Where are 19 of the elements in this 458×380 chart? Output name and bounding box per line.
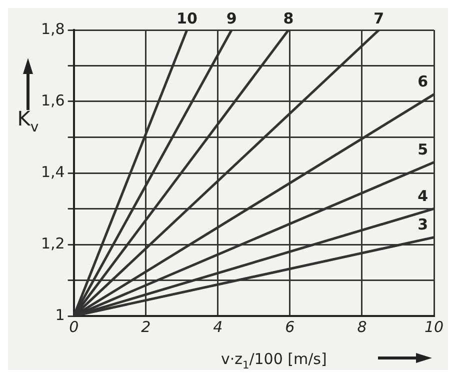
x-tick-label: 8: [357, 318, 367, 336]
x-tick-label: 4: [213, 318, 223, 336]
series-label: 5: [418, 140, 428, 159]
x-tick-label: 2: [141, 318, 151, 336]
series-label: 6: [418, 72, 428, 91]
x-tick-label: 0: [69, 318, 79, 336]
y-tick-label: 1,6: [40, 91, 65, 110]
series-label: 7: [374, 9, 384, 28]
x-tick-label: 6: [285, 318, 295, 336]
series-label: 8: [283, 9, 294, 28]
series-label: 9: [226, 9, 237, 28]
series-label: 4: [418, 187, 428, 206]
y-tick-label: 1,2: [40, 234, 65, 252]
y-tick-label: 1,4: [40, 162, 65, 181]
series-label: 10: [176, 9, 198, 28]
x-tick-label: 10: [424, 318, 444, 336]
series-label: 3: [418, 216, 428, 234]
y-tick-label: 1: [55, 306, 65, 324]
y-tick-label: 1,8: [40, 20, 65, 38]
